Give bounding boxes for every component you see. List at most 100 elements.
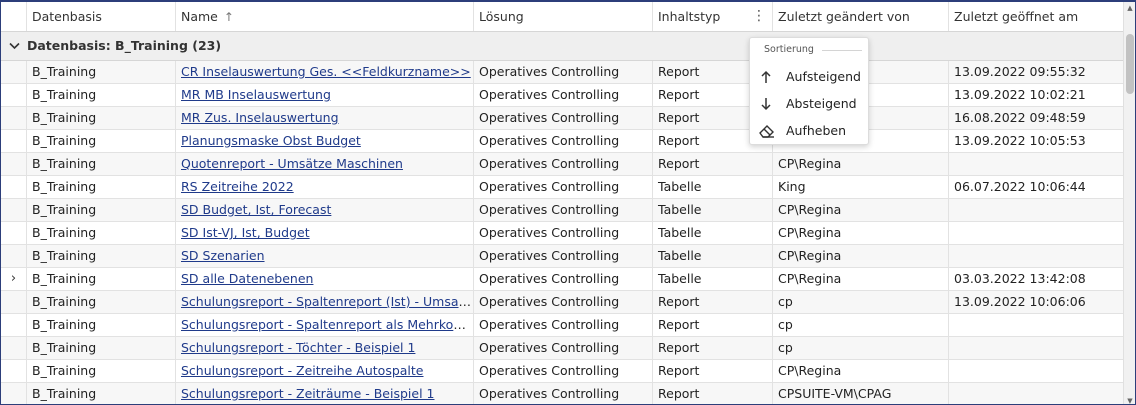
report-link[interactable]: MR Zus. Inselauswertung: [181, 110, 339, 125]
report-link[interactable]: CR Inselauswertung Ges. <<Feldkurzname>>: [181, 64, 471, 79]
cell-inhaltstyp-text: Tabelle: [658, 179, 702, 194]
table-row[interactable]: B_Training Planungsmaske Obst Budget Opera…: [1, 130, 1123, 153]
cell-inhaltstyp-text: Report: [658, 133, 700, 148]
report-link[interactable]: SD Szenarien: [181, 248, 265, 263]
cell-datenbasis-text: B_Training: [32, 179, 97, 194]
report-link[interactable]: Schulungsreport - Zeitreihe Autospalte: [181, 363, 424, 378]
sort-clear-label: Aufheben: [786, 123, 847, 138]
header-geoeffnet-am[interactable]: Zuletzt geöffnet am: [948, 2, 1123, 31]
chevron-right-icon[interactable]: ›: [10, 271, 17, 286]
row-expander: [1, 291, 26, 313]
report-link[interactable]: Quotenreport - Umsätze Maschinen: [181, 156, 403, 171]
sort-descending-item[interactable]: Absteigend: [750, 92, 868, 116]
cell-geaendert-von: cp: [772, 291, 948, 313]
cell-inhaltstyp: Report: [652, 314, 772, 336]
table-row[interactable]: B_Training MR Zus. Inselauswertung Operati…: [1, 107, 1123, 130]
table-row[interactable]: B_Training Schulungsreport - Spaltenrepor…: [1, 291, 1123, 314]
group-label[interactable]: Datenbasis: B_Training (23): [7, 32, 221, 60]
cell-name: SD alle Datenebenen: [175, 268, 473, 290]
table-row[interactable]: B_Training Quotenreport - Umsätze Maschin…: [1, 153, 1123, 176]
cell-loesung-text: Operatives Controlling: [479, 340, 620, 355]
report-link[interactable]: Schulungsreport - Zeiträume - Beispiel 1: [181, 386, 435, 401]
sort-descending-label: Absteigend: [786, 96, 857, 111]
cell-datenbasis-text: B_Training: [32, 363, 97, 378]
scroll-down-icon[interactable]: ▼: [1127, 397, 1133, 405]
header-loesung[interactable]: Lösung: [473, 2, 652, 31]
cell-name: Quotenreport - Umsätze Maschinen: [175, 153, 473, 175]
table-row[interactable]: B_Training Schulungsreport - Zeiträume - …: [1, 383, 1123, 404]
cell-datenbasis: B_Training: [26, 383, 175, 404]
cell-datenbasis: B_Training: [26, 245, 175, 267]
header-datenbasis[interactable]: Datenbasis: [26, 2, 175, 31]
scroll-thumb[interactable]: [1126, 34, 1134, 94]
table-row[interactable]: B_Training Schulungsreport - Spaltenrepor…: [1, 314, 1123, 337]
cell-datenbasis: B_Training: [26, 222, 175, 244]
cell-geoeffnet-am-text: 13.09.2022 10:05:53: [954, 133, 1086, 148]
cell-datenbasis-text: B_Training: [32, 133, 97, 148]
header-name[interactable]: Name ↑: [175, 2, 473, 31]
cell-loesung: Operatives Controlling: [473, 268, 652, 290]
table-row[interactable]: B_Training SD Budget, Ist, Forecast Operat…: [1, 199, 1123, 222]
cell-datenbasis-text: B_Training: [32, 225, 97, 240]
table-row[interactable]: B_Training Schulungsreport - Zeitreihe Au…: [1, 360, 1123, 383]
header-geaendert-von[interactable]: Zuletzt geändert von: [772, 2, 948, 31]
cell-inhaltstyp-text: Report: [658, 363, 700, 378]
table-row[interactable]: B_Training CR Inselauswertung Ges. <<Feld…: [1, 61, 1123, 84]
table-row[interactable]: B_Training SD Szenarien Operatives Control…: [1, 245, 1123, 268]
report-link[interactable]: RS Zeitreihe 2022: [181, 179, 294, 194]
group-row[interactable]: Datenbasis: B_Training (23): [1, 32, 1123, 61]
scroll-up-icon[interactable]: ▲: [1127, 4, 1133, 12]
cell-loesung: Operatives Controlling: [473, 222, 652, 244]
sort-ascending-label: Aufsteigend: [786, 69, 861, 84]
cell-datenbasis-text: B_Training: [32, 317, 97, 332]
table-row[interactable]: B_Training Schulungsreport - Töchter - Be…: [1, 337, 1123, 360]
cell-name: MR MB Inselauswertung: [175, 84, 473, 106]
table-row[interactable]: › B_Training SD alle Datenebenen Operatives…: [1, 268, 1123, 291]
header-datenbasis-label: Datenbasis: [32, 9, 102, 24]
cell-inhaltstyp-text: Report: [658, 340, 700, 355]
cell-geoeffnet-am-text: 13.09.2022 10:02:21: [954, 87, 1086, 102]
cell-inhaltstyp-text: Report: [658, 110, 700, 125]
report-link[interactable]: SD Budget, Ist, Forecast: [181, 202, 332, 217]
cell-geoeffnet-am: [948, 360, 1123, 382]
report-link[interactable]: SD alle Datenebenen: [181, 271, 314, 286]
cell-geoeffnet-am: [948, 314, 1123, 336]
cell-name: Planungsmaske Obst Budget: [175, 130, 473, 152]
cell-loesung: Operatives Controlling: [473, 84, 652, 106]
report-link[interactable]: Schulungsreport - Töchter - Beispiel 1: [181, 340, 416, 355]
eraser-icon: [758, 123, 774, 139]
cell-datenbasis-text: B_Training: [32, 87, 97, 102]
cell-geaendert-von-text: King: [778, 179, 806, 194]
vertical-scrollbar[interactable]: ▲ ▼: [1123, 2, 1135, 405]
cell-loesung: Operatives Controlling: [473, 314, 652, 336]
report-link[interactable]: Schulungsreport - Spaltenreport als Mehr…: [181, 317, 473, 332]
report-link[interactable]: Schulungsreport - Spaltenreport (Ist) - …: [181, 294, 473, 309]
report-link[interactable]: SD Ist-VJ, Ist, Budget: [181, 225, 310, 240]
sort-ascending-item[interactable]: Aufsteigend: [750, 65, 868, 89]
table-row[interactable]: B_Training MR MB Inselauswertung Operative…: [1, 84, 1123, 107]
cell-geaendert-von-text: cp: [778, 317, 793, 332]
chevron-down-icon[interactable]: [7, 32, 21, 60]
row-expander: [1, 153, 26, 175]
cell-loesung-text: Operatives Controlling: [479, 363, 620, 378]
grid-header: Datenbasis Name ↑ Lösung Inhaltstyp ⋮ Zule…: [1, 2, 1123, 32]
cell-inhaltstyp: Tabelle: [652, 222, 772, 244]
cell-datenbasis: B_Training: [26, 130, 175, 152]
cell-geoeffnet-am: [948, 337, 1123, 359]
cell-loesung-text: Operatives Controlling: [479, 110, 620, 125]
column-menu-icon[interactable]: ⋮: [752, 8, 766, 24]
cell-geoeffnet-am: [948, 222, 1123, 244]
cell-inhaltstyp: Report: [652, 61, 772, 83]
cell-geoeffnet-am: [948, 245, 1123, 267]
sort-ascending-icon: ↑: [223, 10, 234, 24]
report-link[interactable]: MR MB Inselauswertung: [181, 87, 331, 102]
cell-loesung-text: Operatives Controlling: [479, 294, 620, 309]
sort-clear-item[interactable]: Aufheben: [750, 119, 868, 143]
cell-geaendert-von: CP\Regina: [772, 360, 948, 382]
report-link[interactable]: Planungsmaske Obst Budget: [181, 133, 361, 148]
table-row[interactable]: B_Training RS Zeitreihe 2022 Operatives Co…: [1, 176, 1123, 199]
table-row[interactable]: B_Training SD Ist-VJ, Ist, Budget Operativ…: [1, 222, 1123, 245]
row-expander: [1, 337, 26, 359]
cell-geoeffnet-am: 13.09.2022 09:55:32: [948, 61, 1123, 83]
header-inhaltstyp[interactable]: Inhaltstyp ⋮: [652, 2, 772, 31]
